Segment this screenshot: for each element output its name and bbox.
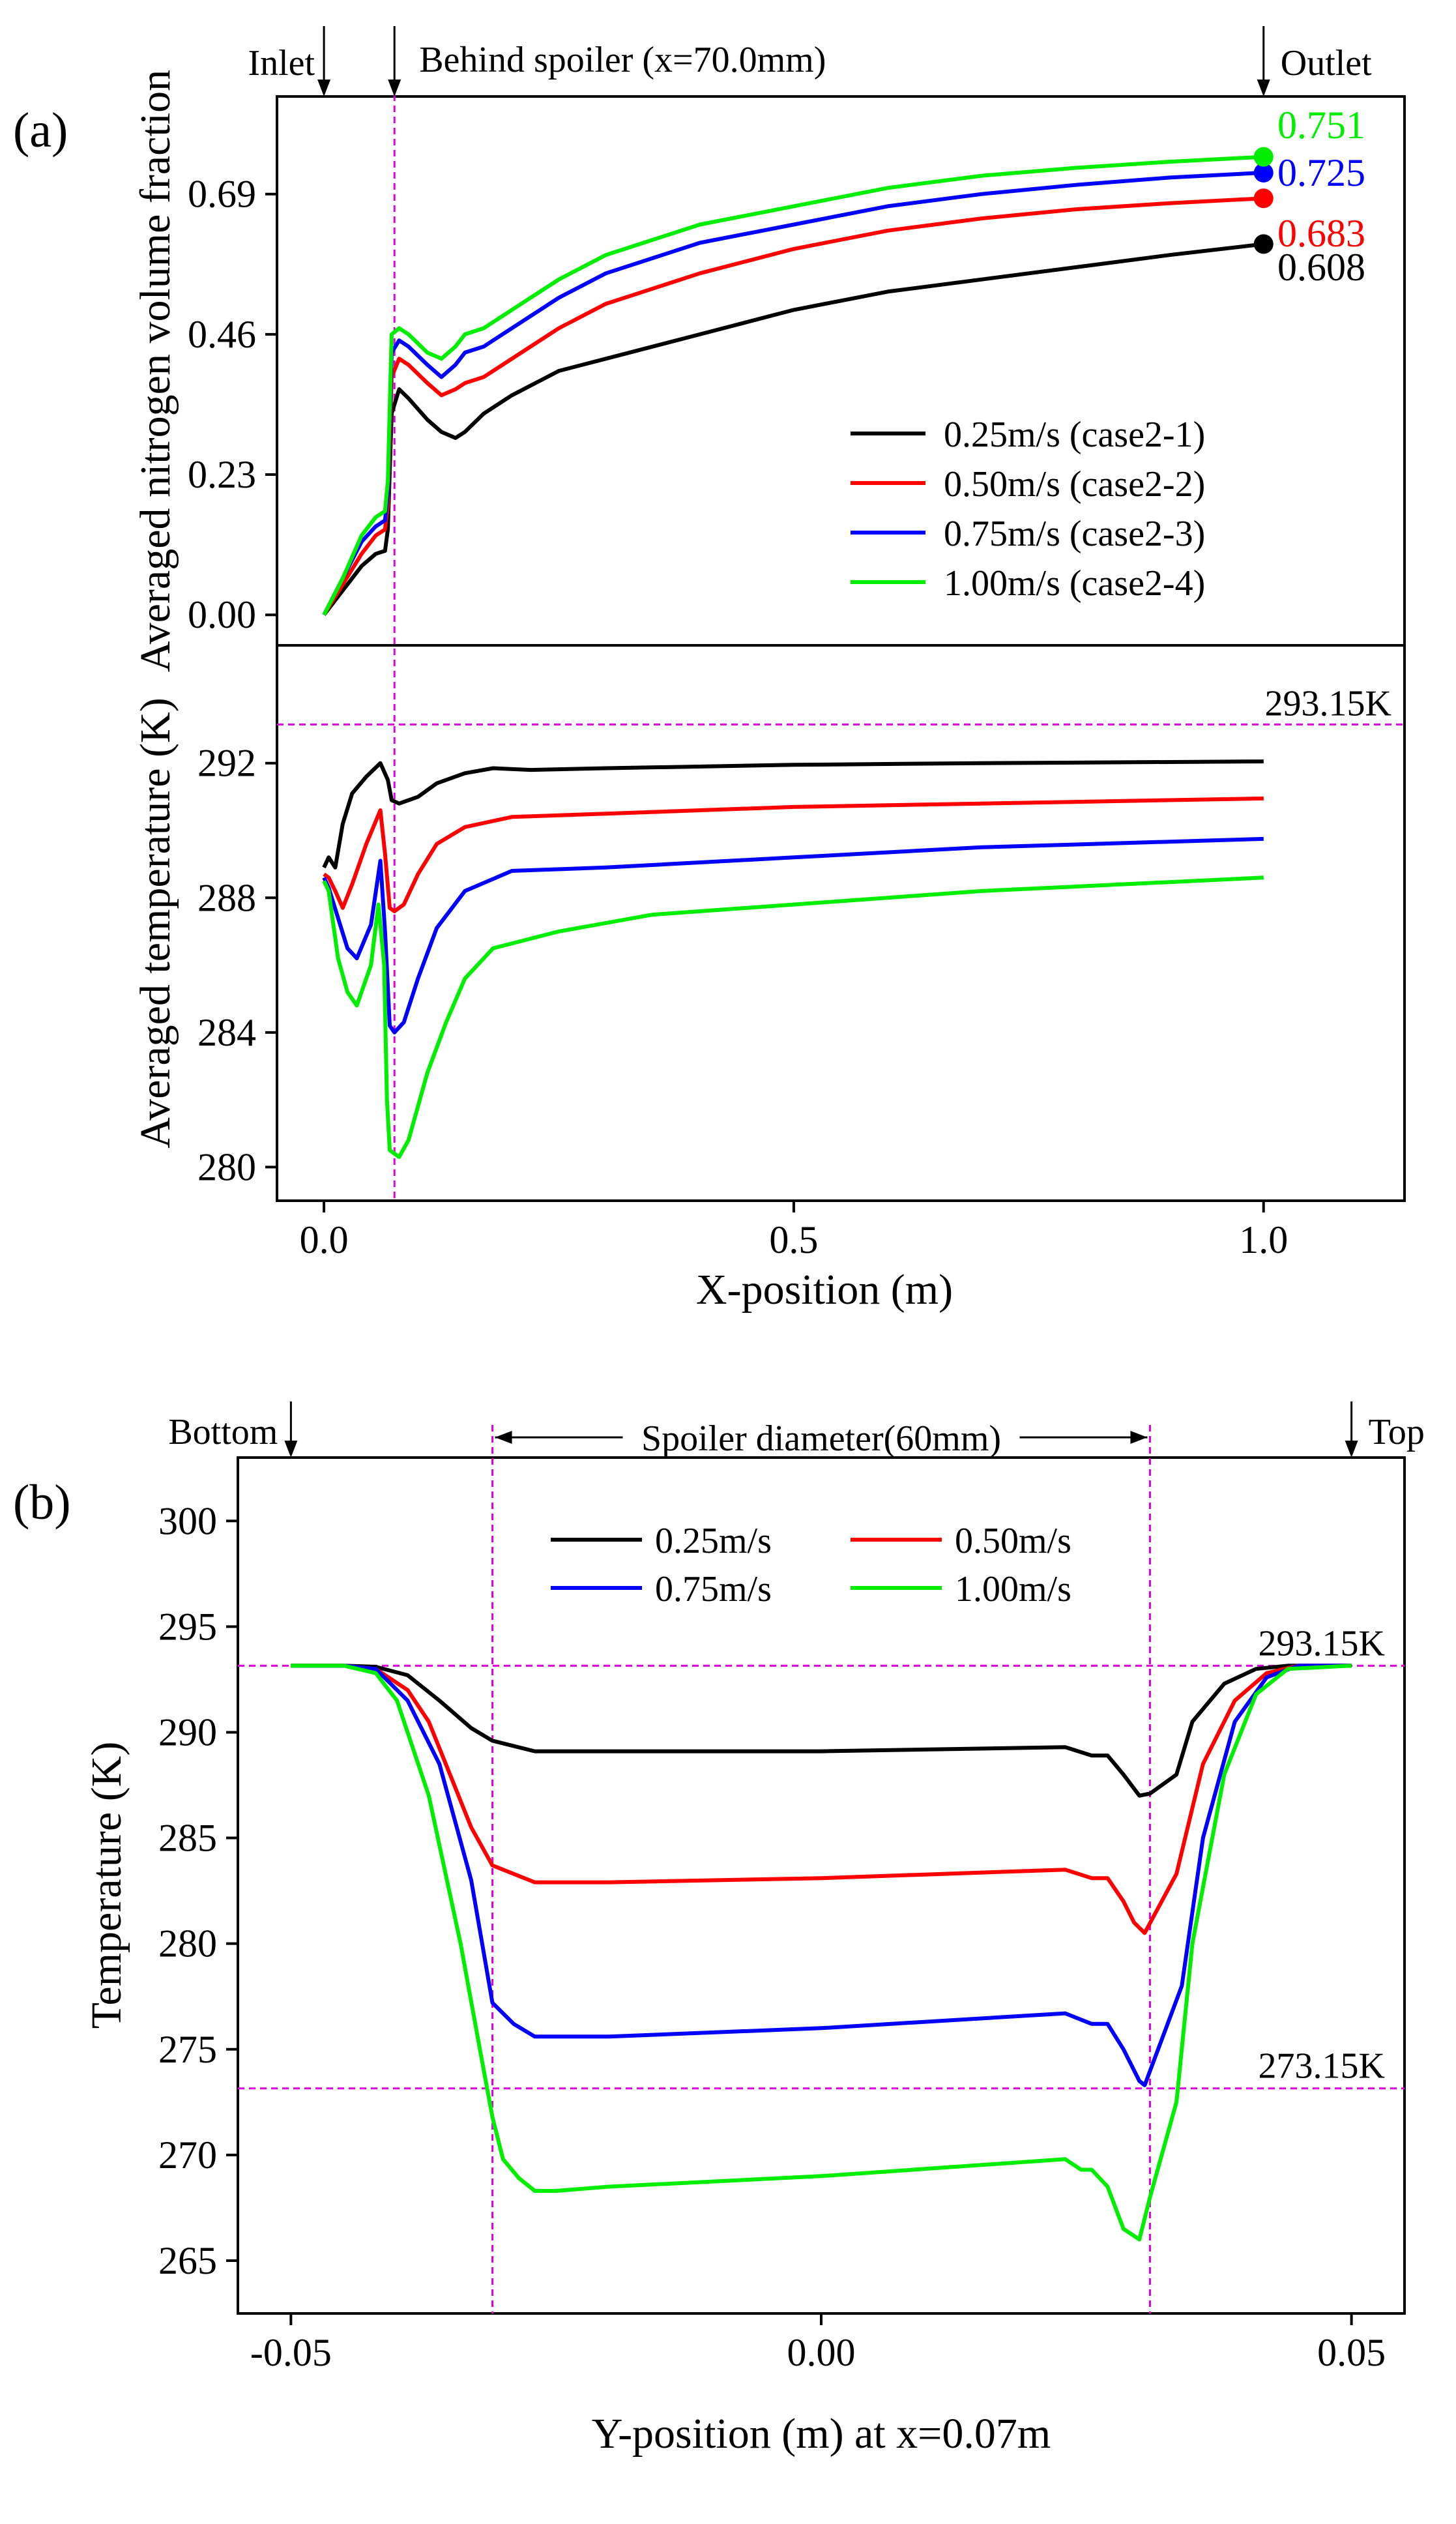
panel-a-ticks: 0.0 0.5 1.0 0.00 0.23 0.46 0.69 280 284 288 292 bbox=[188, 173, 1288, 1261]
x-tick-label: 0.00 bbox=[787, 2331, 856, 2374]
end-point-marker bbox=[1253, 162, 1274, 183]
y-tick-label: 290 bbox=[158, 1710, 217, 1754]
x-tick-label: 1.0 bbox=[1239, 1218, 1288, 1261]
y-tick-label: 0.00 bbox=[188, 593, 256, 636]
bottom-label: Bottom bbox=[168, 1412, 278, 1452]
panel-b-guides bbox=[238, 1425, 1405, 2313]
y-tick-label: 284 bbox=[197, 1011, 256, 1054]
y-tick-label: 280 bbox=[197, 1145, 256, 1188]
panel-b-x-axis-label: Y-position (m) at x=0.07m bbox=[592, 2410, 1051, 2458]
diameter-arrow-left-head bbox=[495, 1431, 512, 1444]
end-value-label: 0.608 bbox=[1277, 246, 1365, 289]
y-tick-label: 0.69 bbox=[188, 173, 256, 216]
x-tick-label: -0.05 bbox=[250, 2331, 332, 2374]
top-arrow-head bbox=[1345, 1441, 1358, 1458]
panel-b-ticks: -0.05 0.00 0.05 265 270 275 280 285 290 295 300 bbox=[158, 1499, 1386, 2374]
temperature-profile-line-1 bbox=[291, 1664, 1352, 1798]
temperature-profile-line-4 bbox=[291, 1664, 1352, 2242]
end-value-label: 0.725 bbox=[1277, 151, 1365, 194]
nitrogen-line-2 bbox=[322, 196, 1264, 616]
panel-a-lower-frame bbox=[276, 644, 1406, 1202]
panel-a-upper-y-axis-label: Averaged nitrogen volume fraction bbox=[132, 70, 179, 672]
legend-label: 1.00m/s bbox=[955, 1569, 1071, 1609]
legend-label: 1.00m/s (case2-4) bbox=[944, 563, 1205, 604]
nitrogen-line-1 bbox=[322, 242, 1264, 617]
end-point-marker bbox=[1253, 188, 1274, 209]
y-tick-label: 0.46 bbox=[188, 313, 256, 356]
legend-label: 0.75m/s bbox=[655, 1569, 772, 1609]
y-tick-label: 280 bbox=[158, 1922, 217, 1965]
y-tick-label: 288 bbox=[197, 876, 256, 919]
legend-label: 0.75m/s (case2-3) bbox=[944, 514, 1205, 554]
temperature-line-4 bbox=[322, 875, 1264, 1159]
panel-a-text: 293.15K Inlet Behind spoiler (x=70.0mm) Out… bbox=[248, 26, 1391, 724]
end-point-marker bbox=[1253, 234, 1274, 254]
panel-a-series bbox=[322, 147, 1274, 1159]
inlet-label: Inlet bbox=[248, 43, 315, 83]
nitrogen-line-4 bbox=[322, 154, 1264, 616]
reference-label-293: 293.15K bbox=[1265, 683, 1391, 724]
panel-b-y-axis-label: Temperature (K) bbox=[83, 1742, 130, 2029]
legend-label: 0.50m/s (case2-2) bbox=[944, 464, 1205, 505]
y-tick-label: 275 bbox=[158, 2028, 217, 2071]
temperature-line-3 bbox=[322, 836, 1264, 1035]
y-tick-label: 300 bbox=[158, 1499, 217, 1542]
diameter-arrow-right-head bbox=[1130, 1431, 1148, 1444]
panel-b-series bbox=[291, 1664, 1352, 2242]
panel-a-guides bbox=[277, 83, 1405, 1201]
y-tick-label: 270 bbox=[158, 2134, 217, 2177]
spoiler-arrow-head bbox=[388, 80, 401, 96]
top-label: Top bbox=[1369, 1412, 1425, 1452]
legend-label: 0.25m/s (case2-1) bbox=[944, 415, 1205, 455]
spoiler-diameter-label: Spoiler diameter(60mm) bbox=[641, 1418, 1001, 1459]
panel-a-label: (a) bbox=[13, 103, 68, 158]
panel-a-x-axis-label: X-position (m) bbox=[696, 1266, 953, 1313]
end-value-label: 0.751 bbox=[1277, 104, 1365, 147]
y-tick-label: 285 bbox=[158, 1817, 217, 1860]
x-tick-label: 0.5 bbox=[769, 1218, 818, 1261]
end-point-marker bbox=[1253, 147, 1274, 167]
inlet-arrow-head bbox=[317, 80, 331, 96]
panel-b-text: 293.15K 273.15K Bottom Top Spoiler diameter(… bbox=[168, 1401, 1425, 2087]
reference-label: 293.15K bbox=[1259, 1623, 1385, 1664]
bottom-arrow-head bbox=[284, 1441, 298, 1458]
y-tick-label: 0.23 bbox=[188, 453, 256, 496]
nitrogen-line-3 bbox=[322, 170, 1264, 616]
end-value-label: 0.683 bbox=[1277, 212, 1365, 255]
temperature-line-1 bbox=[322, 759, 1264, 870]
y-tick-label: 292 bbox=[197, 742, 256, 785]
outlet-arrow-head bbox=[1257, 80, 1270, 96]
temperature-profile-line-3 bbox=[291, 1664, 1352, 2087]
x-tick-label: 0.0 bbox=[300, 1218, 349, 1261]
temperature-line-2 bbox=[323, 796, 1264, 913]
legend-label: 0.50m/s bbox=[955, 1521, 1071, 1561]
reference-label: 273.15K bbox=[1259, 2046, 1385, 2087]
panel-b-label: (b) bbox=[13, 1475, 71, 1530]
panel-a-lower-y-axis-label: Averaged temperature (K) bbox=[132, 697, 179, 1148]
temperature-profile-line-2 bbox=[291, 1664, 1352, 1935]
x-tick-label: 0.05 bbox=[1317, 2331, 1386, 2374]
legend-label: 0.25m/s bbox=[655, 1521, 772, 1561]
y-tick-label: 295 bbox=[158, 1605, 217, 1648]
spoiler-label: Behind spoiler (x=70.0mm) bbox=[419, 40, 826, 80]
outlet-label: Outlet bbox=[1281, 43, 1372, 83]
y-tick-label: 265 bbox=[158, 2239, 217, 2282]
